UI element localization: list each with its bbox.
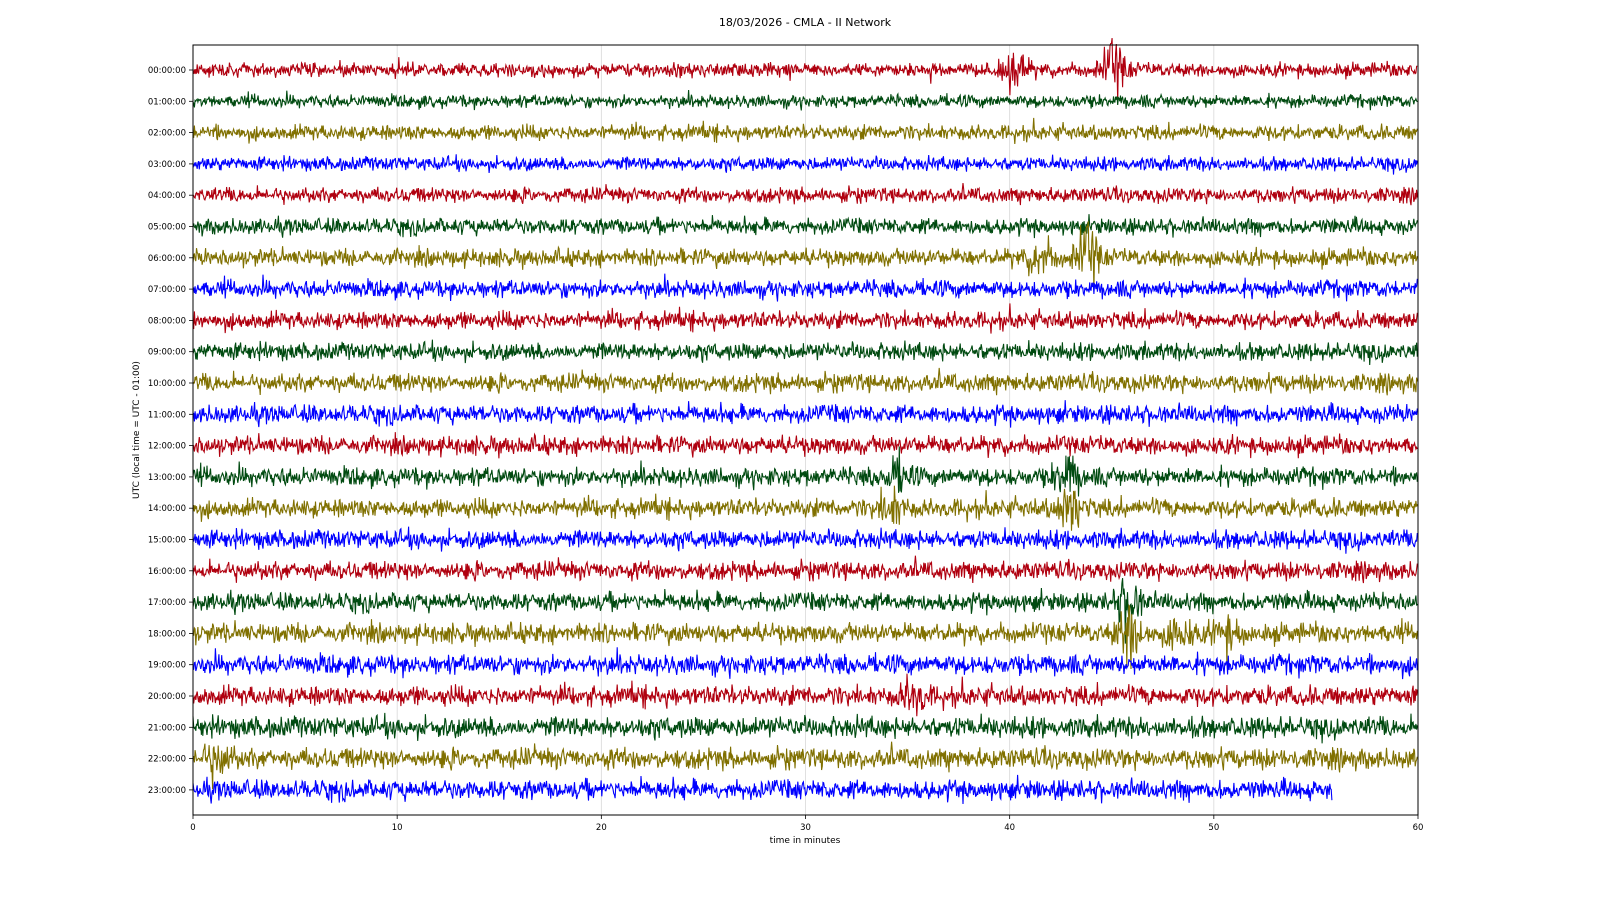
trace-19-00-00 [192, 647, 1418, 680]
y-tick-label: 18:00:00 [148, 629, 186, 639]
trace-13-00-00 [192, 446, 1418, 497]
y-tick-label: 13:00:00 [148, 473, 186, 483]
x-tick-label: 60 [1413, 823, 1424, 833]
y-tick-label: 19:00:00 [148, 661, 186, 671]
trace-22-00-00 [192, 741, 1418, 790]
y-axis-label: UTC (local time = UTC - 01:00) [132, 361, 142, 499]
grid-lines [192, 45, 1419, 815]
y-tick-label: 00:00:00 [148, 66, 186, 76]
trace-03-00-00 [192, 154, 1418, 175]
chart-title: 18/03/2026 - CMLA - II Network [719, 16, 892, 29]
trace-12-00-00 [192, 432, 1418, 459]
trace-18-00-00 [192, 603, 1418, 670]
x-tick-label: 20 [596, 823, 607, 833]
trace-00-00-00 [192, 38, 1418, 103]
y-tick-label: 04:00:00 [148, 191, 186, 201]
trace-15-00-00 [192, 526, 1418, 554]
y-tick-label: 02:00:00 [148, 129, 186, 139]
trace-14-00-00 [192, 485, 1418, 531]
x-ticks: 0 10 20 30 40 50 60 [190, 815, 1423, 833]
y-tick-label: 06:00:00 [148, 254, 186, 264]
trace-16-00-00 [192, 555, 1418, 584]
x-tick-label: 0 [190, 823, 195, 833]
y-tick-label: 08:00:00 [148, 316, 186, 326]
y-tick-label: 10:00:00 [148, 379, 186, 389]
trace-09-00-00 [192, 339, 1418, 366]
y-tick-label: 22:00:00 [148, 755, 186, 765]
y-tick-label: 17:00:00 [148, 598, 186, 608]
y-ticks: 00:00:00 01:00:00 02:00:00 03:00:00 04:00:00… [148, 66, 193, 796]
trace-21-00-00 [192, 712, 1418, 744]
x-tick-label: 50 [1208, 823, 1219, 833]
y-tick-label: 12:00:00 [148, 442, 186, 452]
trace-05-00-00 [192, 214, 1418, 239]
y-tick-label: 20:00:00 [148, 692, 186, 702]
y-tick-label: 14:00:00 [148, 504, 186, 514]
trace-08-00-00 [192, 303, 1418, 334]
trace-20-00-00 [192, 673, 1418, 717]
y-tick-label: 01:00:00 [148, 97, 186, 107]
trace-10-00-00 [192, 367, 1418, 396]
trace-17-00-00 [192, 578, 1418, 644]
trace-02-00-00 [192, 117, 1418, 145]
x-tick-label: 10 [392, 823, 403, 833]
x-tick-label: 40 [1004, 823, 1015, 833]
trace-07-00-00 [192, 273, 1418, 302]
x-axis-label: time in minutes [770, 836, 841, 846]
y-tick-label: 11:00:00 [148, 410, 186, 420]
y-tick-label: 15:00:00 [148, 536, 186, 546]
y-tick-label: 23:00:00 [148, 786, 186, 796]
y-tick-label: 09:00:00 [148, 348, 186, 358]
y-tick-label: 07:00:00 [148, 285, 186, 295]
seismic-traces [192, 38, 1418, 805]
y-tick-label: 21:00:00 [148, 723, 186, 733]
y-tick-label: 16:00:00 [148, 567, 186, 577]
trace-23-00-00 [192, 774, 1333, 805]
trace-11-00-00 [192, 400, 1418, 428]
trace-04-00-00 [192, 182, 1418, 206]
x-tick-label: 30 [800, 823, 811, 833]
trace-06-00-00 [192, 221, 1418, 291]
trace-01-00-00 [192, 89, 1418, 111]
y-tick-label: 05:00:00 [148, 223, 186, 233]
y-tick-label: 03:00:00 [148, 160, 186, 170]
